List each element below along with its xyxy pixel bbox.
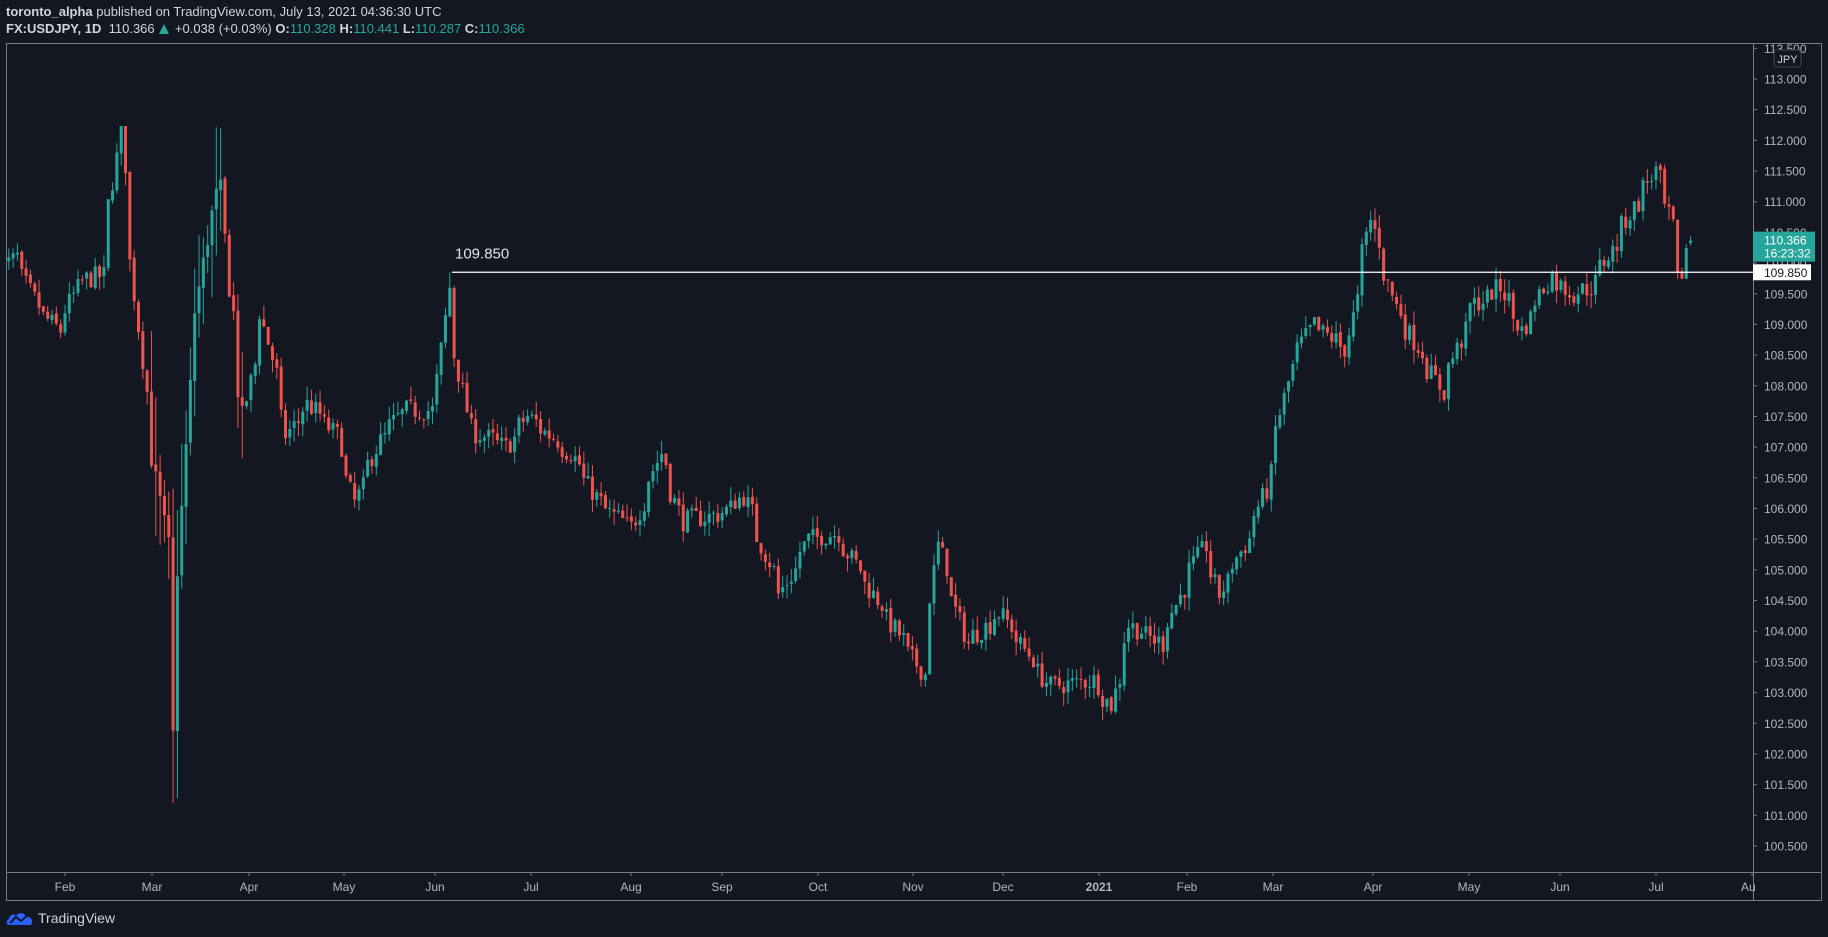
svg-text:Nov: Nov xyxy=(902,880,923,894)
svg-text:Jul: Jul xyxy=(523,880,538,894)
svg-text:16:23:32: 16:23:32 xyxy=(1764,247,1811,261)
svg-text:Apr: Apr xyxy=(240,880,259,894)
svg-text:104.500: 104.500 xyxy=(1764,594,1808,608)
open-value: 110.328 xyxy=(289,21,336,36)
svg-text:Mar: Mar xyxy=(142,880,163,894)
svg-text:106.500: 106.500 xyxy=(1764,471,1808,485)
up-arrow-icon xyxy=(159,24,170,34)
svg-text:103.000: 103.000 xyxy=(1764,686,1808,700)
svg-text:Jul: Jul xyxy=(1648,880,1663,894)
svg-text:111.000: 111.000 xyxy=(1764,195,1806,209)
svg-text:JPY: JPY xyxy=(1777,54,1798,66)
author-name[interactable]: toronto_alpha xyxy=(6,4,93,19)
svg-text:108.000: 108.000 xyxy=(1764,379,1808,393)
svg-text:100.500: 100.500 xyxy=(1764,840,1808,854)
published-text: published on TradingView.com, July 13, 2… xyxy=(96,4,442,19)
svg-text:102.500: 102.500 xyxy=(1764,717,1808,731)
close-label: C: xyxy=(464,21,479,36)
time-axis[interactable]: Feb Mar Apr May Jun Jul Aug Sep Oct Nov Dec 2021 Feb… xyxy=(55,872,1756,894)
svg-text:112.500: 112.500 xyxy=(1764,103,1807,117)
low-label: L: xyxy=(402,21,416,36)
svg-text:101.500: 101.500 xyxy=(1764,778,1808,792)
high-value: 110.441 xyxy=(353,21,400,36)
svg-text:101.000: 101.000 xyxy=(1764,809,1808,823)
svg-text:Feb: Feb xyxy=(55,880,76,894)
svg-text:112.000: 112.000 xyxy=(1764,134,1807,148)
chart-frame xyxy=(6,43,1822,901)
last-price: 110.366 xyxy=(108,21,155,36)
svg-text:2021: 2021 xyxy=(1086,880,1113,894)
svg-text:Dec: Dec xyxy=(992,880,1013,894)
svg-text:Aug: Aug xyxy=(620,880,641,894)
svg-text:102.000: 102.000 xyxy=(1764,747,1808,761)
svg-text:109.850: 109.850 xyxy=(1764,266,1808,280)
tradingview-cloud-icon xyxy=(6,913,33,925)
svg-text:Oct: Oct xyxy=(809,880,828,894)
svg-text:Mar: Mar xyxy=(1263,880,1284,894)
svg-text:109.850: 109.850 xyxy=(455,245,509,262)
svg-text:Jun: Jun xyxy=(1550,880,1569,894)
svg-text:Sep: Sep xyxy=(711,880,733,894)
svg-text:109.000: 109.000 xyxy=(1764,318,1808,332)
svg-text:Jun: Jun xyxy=(425,880,444,894)
svg-text:Feb: Feb xyxy=(1177,880,1198,894)
svg-text:May: May xyxy=(333,880,356,894)
svg-text:May: May xyxy=(1458,880,1481,894)
svg-text:111.500: 111.500 xyxy=(1764,165,1806,179)
svg-text:107.500: 107.500 xyxy=(1764,410,1808,424)
high-label: H: xyxy=(339,21,354,36)
svg-text:108.500: 108.500 xyxy=(1764,349,1808,363)
tradingview-logo[interactable]: TradingView xyxy=(6,910,115,926)
svg-text:105.000: 105.000 xyxy=(1764,563,1808,577)
symbol-legend: FX:USDJPY, 1D 110.366 +0.038 (+0.03%) O:… xyxy=(6,21,525,36)
svg-text:110.366: 110.366 xyxy=(1764,234,1807,248)
svg-text:104.000: 104.000 xyxy=(1764,625,1808,639)
svg-text:Apr: Apr xyxy=(1364,880,1383,894)
svg-text:105.500: 105.500 xyxy=(1764,533,1808,547)
svg-text:113.000: 113.000 xyxy=(1764,73,1807,87)
symbol-title: FX:USDJPY, 1D xyxy=(6,21,102,36)
svg-text:Au: Au xyxy=(1741,880,1756,894)
horizontal-line-annotation[interactable]: 109.850 xyxy=(452,245,1753,273)
close-value: 110.366 xyxy=(478,21,525,36)
price-axis[interactable]: 113.500113.000112.500112.000111.500111.0… xyxy=(1753,42,1808,854)
svg-text:103.500: 103.500 xyxy=(1764,655,1808,669)
svg-text:107.000: 107.000 xyxy=(1764,441,1808,455)
brand-name: TradingView xyxy=(38,910,116,926)
open-label: O: xyxy=(275,21,290,36)
candles xyxy=(7,126,1693,804)
publish-info: toronto_alpha published on TradingView.c… xyxy=(6,4,442,19)
svg-text:109.500: 109.500 xyxy=(1764,287,1808,301)
low-value: 110.287 xyxy=(415,21,462,36)
svg-text:106.000: 106.000 xyxy=(1764,502,1808,516)
price-change: +0.038 (+0.03%) xyxy=(174,21,272,36)
